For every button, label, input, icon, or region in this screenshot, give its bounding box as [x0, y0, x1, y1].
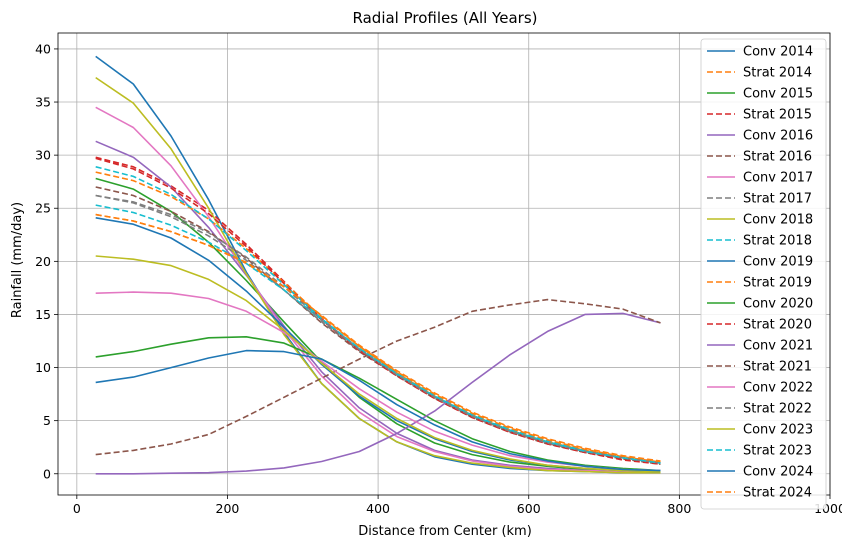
series-line-conv-2018 — [95, 76, 661, 474]
y-axis-label: Rainfall (mm/day) — [10, 202, 25, 318]
legend-box — [700, 38, 827, 510]
x-axis-label: Distance from Center (km) — [358, 524, 532, 539]
series-line-strat-2020 — [95, 157, 661, 465]
legend-label: Conv 2014 — [743, 45, 813, 60]
legend-label: Strat 2014 — [743, 66, 812, 81]
x-tick-label: 400 — [366, 501, 390, 516]
legend-label: Strat 2020 — [743, 318, 812, 333]
chart-title: Radial Profiles (All Years) — [353, 9, 538, 27]
legend-label: Strat 2023 — [743, 444, 812, 459]
series-line-conv-2024 — [95, 349, 661, 472]
legend: Conv 2014 Strat 2014 Conv 2015 Strat 2015 Co… — [700, 38, 827, 510]
y-tick-label: 10 — [35, 360, 51, 375]
legend-label: Strat 2019 — [743, 276, 812, 291]
y-tick-label: 30 — [35, 148, 51, 163]
y-tick-label: 35 — [35, 95, 51, 110]
legend-label: Strat 2022 — [743, 402, 812, 417]
legend-label: Conv 2022 — [743, 381, 813, 396]
series-line-conv-2017 — [95, 106, 661, 474]
plot-frame — [57, 32, 831, 496]
series-lines — [95, 55, 661, 475]
series-line-strat-2022 — [95, 194, 661, 464]
legend-label: Conv 2017 — [743, 171, 813, 186]
legend-label: Conv 2016 — [743, 129, 813, 144]
series-line-strat-2023 — [95, 166, 661, 464]
y-tick-label: 15 — [35, 307, 51, 322]
y-tick-label: 25 — [35, 201, 51, 216]
x-tick-label: 800 — [667, 501, 691, 516]
legend-label: Conv 2019 — [743, 255, 813, 270]
legend-label: Conv 2015 — [743, 87, 813, 102]
series-line-conv-2023 — [95, 255, 661, 473]
legend-label: Conv 2023 — [743, 423, 813, 438]
y-tick-label: 20 — [35, 254, 51, 269]
series-line-strat-2019 — [95, 171, 661, 463]
legend-label: Conv 2020 — [743, 297, 813, 312]
legend-label: Strat 2015 — [743, 108, 812, 123]
y-tick-label: 40 — [35, 41, 51, 56]
legend-label: Conv 2021 — [743, 339, 813, 354]
legend-label: Conv 2024 — [743, 465, 813, 480]
series-line-strat-2021 — [95, 298, 661, 456]
series-line-conv-2020 — [95, 335, 661, 472]
axis-ticks: 020040060080010000510152025303540 — [35, 41, 842, 516]
legend-label: Strat 2021 — [743, 360, 812, 375]
x-tick-label: 200 — [216, 501, 240, 516]
x-tick-label: 600 — [517, 501, 541, 516]
legend-label: Strat 2017 — [743, 192, 812, 207]
legend-label: Strat 2018 — [743, 234, 812, 249]
y-tick-label: 5 — [43, 413, 51, 428]
x-tick-label: 0 — [73, 501, 81, 516]
legend-label: Strat 2024 — [743, 486, 812, 501]
legend-label: Conv 2018 — [743, 213, 813, 228]
series-line-conv-2021 — [95, 312, 661, 475]
legend-label: Strat 2016 — [743, 150, 812, 165]
y-tick-label: 0 — [43, 466, 51, 481]
